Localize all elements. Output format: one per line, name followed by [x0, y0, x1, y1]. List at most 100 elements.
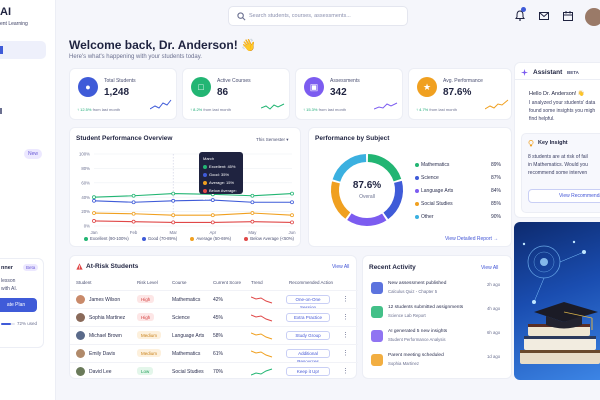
data-point[interactable] [290, 200, 294, 205]
data-point[interactable] [131, 200, 136, 205]
generate-plan-button[interactable]: ate Plan [0, 298, 37, 312]
assistant-title: Assistant [533, 69, 563, 76]
calendar-button[interactable] [563, 11, 573, 23]
stat-delta: ↑ 15.3% from last month [303, 107, 346, 112]
data-point[interactable] [290, 213, 294, 218]
subject-legend-item: Science 87% [415, 175, 501, 188]
recommended-action-button[interactable]: Extra Practice [286, 313, 330, 322]
users-icon: ● [78, 77, 98, 97]
view-detailed-report-link[interactable]: View Detailed Report → [445, 236, 499, 242]
recommended-action-button[interactable]: Keep it Up! [286, 367, 330, 376]
trophy-icon: ★ [417, 77, 437, 97]
search-input[interactable]: Search students, courses, assessments... [249, 13, 351, 19]
data-point[interactable] [210, 220, 215, 225]
subject-score: 84% [490, 188, 501, 194]
warning-icon [76, 263, 83, 270]
table-row[interactable]: Sophia Martinez High Science 45% Extra Pract… [70, 308, 358, 326]
data-point[interactable] [210, 213, 215, 218]
graduation-cap-image [520, 240, 600, 364]
data-point[interactable] [131, 211, 136, 216]
recommended-action-button[interactable]: Additional Resources [286, 349, 330, 364]
data-point[interactable] [131, 219, 136, 224]
donut-slice[interactable] [331, 181, 351, 219]
recent-activity-card: Recent Activity View All New assessment … [362, 255, 512, 379]
insight-line: in Mathematics. Would you [528, 162, 588, 168]
period-select[interactable]: This Semester ▾ [256, 137, 289, 143]
data-point[interactable] [171, 198, 176, 203]
app-logo-subtitle: ent Learning [0, 21, 28, 27]
search-bar[interactable]: Search students, courses, assessments... [228, 6, 408, 26]
more-options-icon[interactable]: ⋮ [342, 350, 349, 357]
data-point[interactable] [92, 195, 96, 200]
data-point[interactable] [171, 220, 176, 225]
assistant-message-line: Hello Dr. Anderson! 👋 [529, 91, 585, 97]
student-name: Sophia Martinez [89, 315, 126, 321]
data-point[interactable] [250, 193, 255, 198]
table-row[interactable]: Michael Brown Medium Language Arts 58% Study… [70, 326, 358, 344]
data-point[interactable] [92, 211, 96, 215]
view-recommendations-button[interactable]: View Recommenda [528, 189, 600, 203]
activity-item[interactable]: 12 students submitted assignments Science… [363, 304, 513, 326]
activity-time: 4h ago [487, 306, 501, 311]
activity-item[interactable]: AI generated 5 new insights Student Perfo… [363, 328, 513, 350]
x-tick-label: Feb [130, 230, 138, 235]
more-options-icon[interactable]: ⋮ [342, 314, 349, 321]
activity-item[interactable]: Parent meeting scheduled Sophia Martinez 1… [363, 352, 513, 374]
stat-delta: ↑ 4.7% from last month [416, 107, 457, 112]
table-row[interactable]: Emily Davis Medium Mathematics 61% Additiona… [70, 344, 358, 364]
risk-badge: Medium [137, 349, 162, 357]
donut-slice[interactable] [367, 154, 402, 182]
column-header: Recommended Action [289, 280, 334, 285]
data-point[interactable] [290, 191, 294, 196]
more-options-icon[interactable]: ⋮ [342, 332, 349, 339]
data-point[interactable] [250, 211, 255, 215]
sidebar-item-reports[interactable] [0, 108, 4, 114]
data-point[interactable] [250, 200, 255, 205]
stat-card-assessments[interactable]: ▣ Assessments 342 ↑ 15.3% from last mont… [295, 68, 403, 120]
stat-card-total-students[interactable]: ● Total Students 1,248 ↑ 12.5% from last… [69, 68, 177, 120]
messages-button[interactable] [539, 12, 549, 22]
stat-delta: ↑ 8.2% from last month [190, 107, 231, 112]
notifications-button[interactable] [515, 7, 526, 23]
donut-slice[interactable] [347, 213, 387, 226]
data-point[interactable] [290, 220, 294, 225]
current-score: 61% [213, 351, 224, 357]
assistant-message-line: I analyzed your students' data [529, 100, 596, 106]
donut-slice[interactable] [383, 180, 403, 220]
stat-card-active-courses[interactable]: □ Active Courses 86 ↑ 8.2% from last mon… [182, 68, 290, 120]
sidebar-item-dashboard[interactable] [0, 41, 46, 59]
data-point[interactable] [171, 213, 176, 218]
legend-dot [203, 164, 207, 169]
mail-icon [539, 12, 549, 20]
risk-badge: High [137, 295, 155, 303]
activity-item[interactable]: New assessment published Calculus Quiz - … [363, 280, 513, 302]
more-options-icon[interactable]: ⋮ [342, 368, 349, 375]
new-badge: New [24, 149, 43, 159]
table-row[interactable]: David Lee Low Social Studies 70% Keep it Up!… [70, 362, 358, 380]
tooltip-row-text: Average: 15% [209, 180, 235, 185]
data-point[interactable] [131, 193, 136, 198]
user-avatar[interactable] [585, 8, 600, 26]
activity-view-all-link[interactable]: View All [481, 265, 499, 271]
column-header: Student [76, 280, 92, 285]
stat-label: Assessments [330, 78, 360, 84]
column-header: Trend [251, 280, 263, 285]
legend-label: Below Average (<50%) [250, 236, 294, 241]
legend-dot [203, 180, 207, 185]
column-header: Current Score [213, 280, 242, 285]
tooltip-row: Good: 35% [203, 171, 239, 179]
stat-card-avg-performance[interactable]: ★ Avg. Performance 87.6% ↑ 4.7% from las… [408, 68, 512, 120]
donut-slice[interactable] [332, 154, 367, 182]
at-risk-view-all-link[interactable]: View All [332, 264, 350, 270]
more-options-icon[interactable]: ⋮ [342, 296, 349, 303]
data-point[interactable] [210, 198, 215, 202]
recommended-action-button[interactable]: Study Group [286, 331, 330, 340]
data-point[interactable] [92, 198, 96, 203]
recommended-action-button[interactable]: One-on-One Session [286, 295, 330, 310]
data-point[interactable] [250, 219, 255, 224]
table-row[interactable]: James Wilson High Mathematics 42% One-on-One… [70, 290, 358, 310]
stat-delta-value: ↑ 4.7% [416, 107, 429, 112]
data-point[interactable] [92, 219, 96, 223]
data-point[interactable] [171, 191, 176, 196]
activity-time: 1d ago [487, 354, 501, 359]
